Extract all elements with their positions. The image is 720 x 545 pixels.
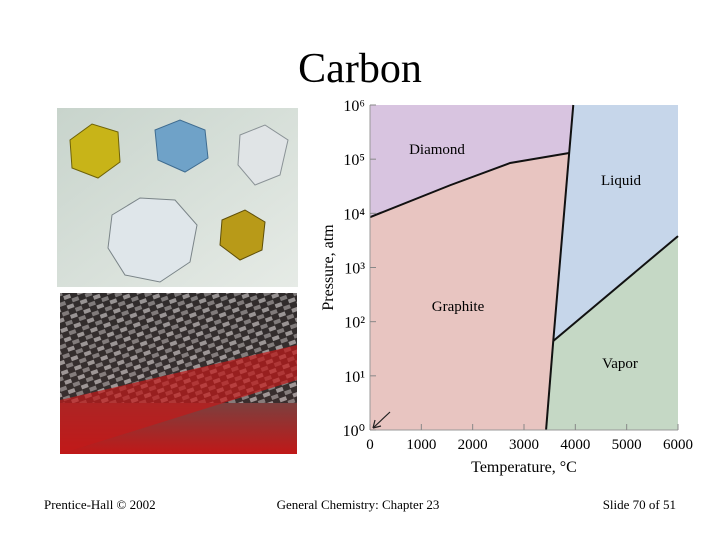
footer-right: Slide 70 of 51 — [603, 497, 676, 512]
phase-boundary — [369, 152, 570, 219]
region-label: Diamond — [409, 142, 465, 158]
phase-boundary — [552, 235, 679, 342]
region — [546, 236, 678, 430]
x-tick-label: 4000 — [560, 437, 590, 453]
x-tick-label: 6000 — [663, 437, 693, 453]
y-tick-label: 10⁴ — [343, 206, 365, 223]
y-axis-label: Pressure, atm — [320, 224, 337, 311]
y-tick-label: 10⁰ — [343, 423, 365, 440]
diamond-photo — [57, 108, 298, 287]
region-label: Liquid — [601, 173, 641, 189]
y-tick-label: 10⁵ — [343, 152, 365, 169]
region — [553, 105, 678, 341]
x-tick-label: 5000 — [612, 437, 642, 453]
x-tick-label: 3000 — [509, 437, 539, 453]
x-tick-label: 2000 — [458, 437, 488, 453]
slide-title: Carbon — [298, 46, 422, 92]
y-tick-label: 10³ — [344, 261, 365, 278]
footer-center: General Chemistry: Chapter 23 — [277, 497, 440, 512]
phase-boundary — [545, 340, 555, 431]
x-axis-label: Temperature, °C — [471, 459, 577, 476]
x-tick-label: 1000 — [406, 437, 436, 453]
region — [370, 105, 574, 218]
x-tick-label: 0 — [366, 437, 374, 453]
phase-diagram: Diamond Graphite Liquid Vapor 0 1000 2000 3000 4… — [320, 98, 693, 476]
y-tick-label: 10² — [344, 315, 365, 332]
region-label: Graphite — [432, 299, 485, 315]
phase-boundary — [552, 104, 575, 342]
region — [370, 152, 570, 430]
pointer-arrow — [372, 411, 391, 429]
y-tick-label: 10⁶ — [343, 98, 365, 115]
footer-left: Prentice-Hall © 2002 — [44, 497, 156, 512]
region-label: Vapor — [602, 356, 638, 372]
fiber-photo — [60, 293, 297, 454]
y-tick-label: 10¹ — [344, 369, 365, 386]
